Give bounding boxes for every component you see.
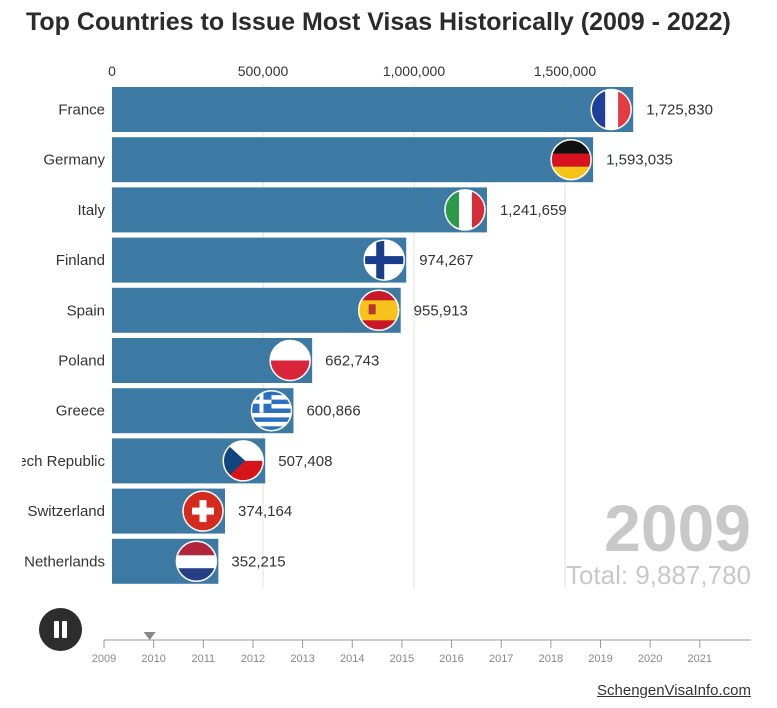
timeline-year-label: 2013 xyxy=(290,653,314,665)
flag-border xyxy=(590,88,632,131)
total-visas: Total: 9,887,780 xyxy=(565,560,751,590)
bar-spain xyxy=(112,287,401,333)
timeline-year-label: 2012 xyxy=(241,653,265,665)
greece-flag-icon xyxy=(250,389,293,432)
country-label: Germany xyxy=(43,152,105,169)
value-label: 1,241,659 xyxy=(500,202,567,219)
country-label: Poland xyxy=(58,353,105,370)
value-label: 1,593,035 xyxy=(606,152,673,169)
germany-flag-icon xyxy=(550,138,592,181)
flag-clip xyxy=(364,240,405,281)
pause-icon xyxy=(54,621,59,638)
flag-border xyxy=(269,339,311,382)
bar-italy xyxy=(112,187,487,233)
value-label: 374,164 xyxy=(238,503,292,520)
switzerland-flag-icon xyxy=(182,490,224,532)
value-label: 507,408 xyxy=(278,453,332,470)
x-tick-label: 1,500,000 xyxy=(534,63,596,79)
timeline-year-label: 2018 xyxy=(539,653,563,665)
timeline-year-label: 2020 xyxy=(638,653,662,665)
poland-flag-icon xyxy=(269,339,311,382)
italy-flag-icon xyxy=(444,189,486,231)
chart-title: Top Countries to Issue Most Visas Histor… xyxy=(26,8,731,36)
country-label: Spain xyxy=(67,302,105,319)
timeline-year-label: 2011 xyxy=(191,653,215,665)
timeline-year-label: 2015 xyxy=(390,653,414,665)
timeline-year-label: 2021 xyxy=(688,653,712,665)
flag-border xyxy=(444,189,486,231)
timeline-year-label: 2016 xyxy=(439,653,463,665)
value-label: 1,725,830 xyxy=(646,102,713,119)
bar-france xyxy=(112,87,634,132)
pause-icon-bar xyxy=(62,621,67,638)
flag-border xyxy=(550,138,592,181)
flag-border xyxy=(250,389,293,432)
country-label: Finland xyxy=(56,252,105,269)
timeline-handle[interactable] xyxy=(143,632,156,640)
czech-flag-icon xyxy=(222,440,264,482)
value-label: 955,913 xyxy=(414,302,468,319)
country-label: France xyxy=(58,102,105,119)
country-label: Czech Republic xyxy=(0,453,105,470)
timeline-year-label: 2019 xyxy=(588,653,612,665)
flag-clip xyxy=(182,491,223,532)
netherlands-flag-icon xyxy=(175,540,218,583)
timeline-year-label: 2014 xyxy=(340,653,364,665)
timeline-year-label: 2017 xyxy=(489,653,513,665)
flag-border xyxy=(363,239,405,281)
flag-border xyxy=(182,490,224,532)
flag-border xyxy=(357,289,400,332)
flag-clip xyxy=(223,440,264,481)
flag-clip xyxy=(270,340,311,381)
bar-finland xyxy=(112,237,407,283)
finland-flag-icon xyxy=(363,239,405,281)
flag-border xyxy=(222,440,264,482)
country-label: Italy xyxy=(77,202,105,219)
country-label: Netherlands xyxy=(24,553,105,570)
country-label: Switzerland xyxy=(27,503,105,520)
country-label: Greece xyxy=(56,403,105,420)
current-year: 2009 xyxy=(604,491,751,565)
flag-border xyxy=(175,540,218,583)
value-label: 974,267 xyxy=(419,252,473,269)
pause-button[interactable] xyxy=(39,608,82,651)
x-tick-label: 0 xyxy=(108,63,116,79)
value-label: 352,215 xyxy=(231,553,285,570)
value-label: 662,743 xyxy=(325,353,379,370)
timeline-year-label: 2010 xyxy=(141,653,165,665)
x-tick-label: 1,000,000 xyxy=(383,63,445,79)
x-tick-label: 500,000 xyxy=(238,63,289,79)
timeline-year-label: 2009 xyxy=(92,653,116,665)
france-flag-icon xyxy=(590,88,632,131)
source-link[interactable]: SchengenVisaInfo.com xyxy=(597,682,751,699)
spain-flag-icon xyxy=(357,289,400,332)
value-label: 600,866 xyxy=(306,403,360,420)
flag-clip xyxy=(358,290,399,331)
bar-germany xyxy=(112,137,594,183)
